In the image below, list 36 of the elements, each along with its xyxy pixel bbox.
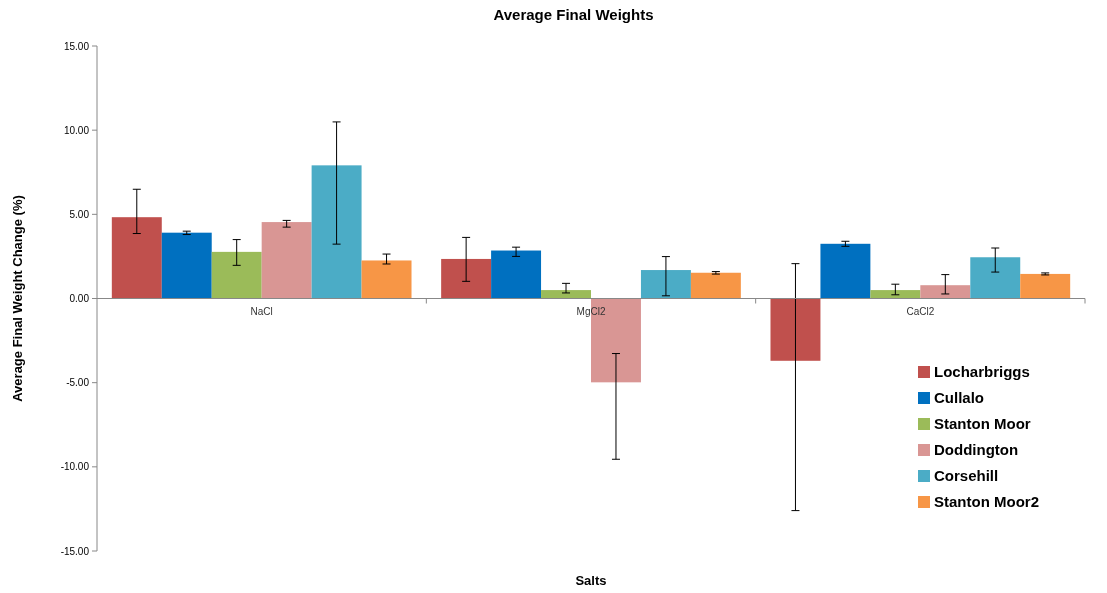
bar bbox=[640, 270, 691, 299]
legend-label: Corsehill bbox=[934, 467, 999, 485]
y-tick-label: -5.00 bbox=[66, 377, 90, 389]
bar bbox=[820, 243, 871, 299]
y-tick-label: -10.00 bbox=[60, 461, 90, 473]
bar bbox=[111, 217, 162, 299]
y-tick-label: 5.00 bbox=[69, 208, 90, 220]
legend-label: Cullalo bbox=[934, 389, 985, 407]
y-axis-title: Average Final Weight Change (%) bbox=[10, 195, 25, 402]
x-tick-label: NaCl bbox=[250, 305, 273, 317]
bar bbox=[920, 285, 971, 299]
legend-label: Stanton Moor bbox=[934, 415, 1031, 433]
y-tick-label: 10.00 bbox=[63, 124, 90, 136]
bar bbox=[690, 272, 741, 299]
bar bbox=[770, 298, 821, 361]
legend-label: Doddington bbox=[934, 441, 1019, 459]
bar bbox=[1020, 273, 1071, 299]
bar bbox=[211, 251, 262, 299]
bar bbox=[311, 165, 362, 299]
legend-label: Stanton Moor2 bbox=[934, 493, 1039, 511]
y-tick-label: 0.00 bbox=[69, 293, 90, 304]
x-tick-label: CaCl2 bbox=[906, 305, 935, 317]
x-axis-title: Salts bbox=[575, 573, 607, 588]
y-tick-label: 15.00 bbox=[63, 40, 90, 52]
bar bbox=[491, 250, 542, 299]
y-tick-label: -15.00 bbox=[60, 545, 90, 557]
x-tick-label: MgCl2 bbox=[576, 305, 606, 317]
bar bbox=[261, 222, 312, 299]
legend-label: Locharbriggs bbox=[934, 363, 1030, 381]
bar bbox=[441, 258, 492, 299]
chart-title: Average Final Weights bbox=[493, 6, 654, 23]
bar bbox=[161, 232, 212, 299]
bar bbox=[361, 260, 412, 299]
bar bbox=[541, 290, 591, 299]
bar bbox=[870, 290, 921, 299]
bar bbox=[970, 257, 1021, 299]
